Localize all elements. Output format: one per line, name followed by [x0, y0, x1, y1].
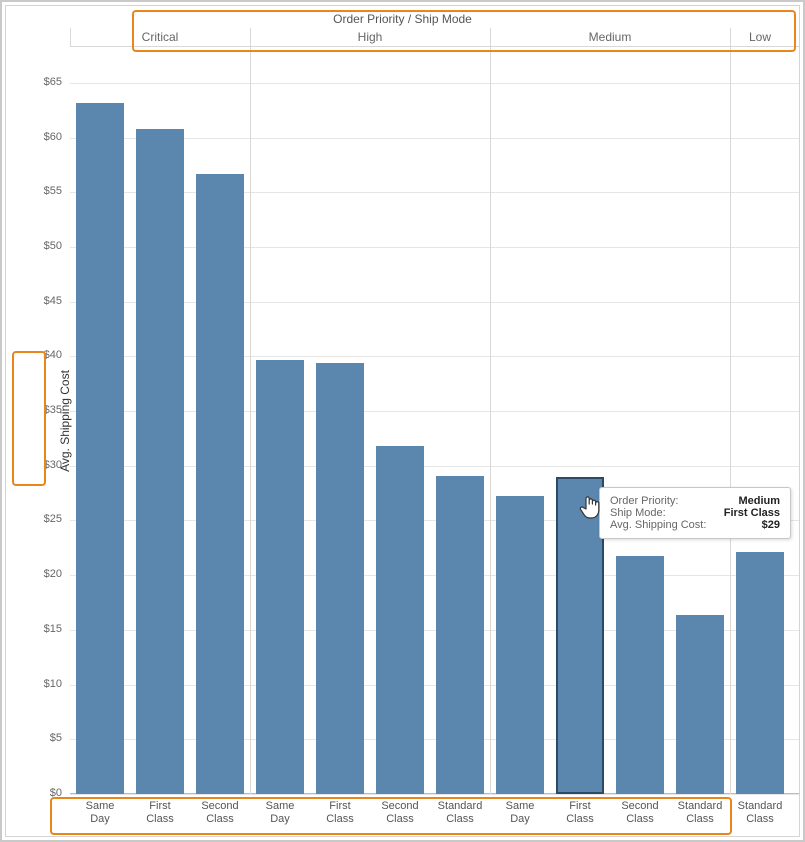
- chart-title: Order Priority / Ship Mode: [6, 12, 799, 26]
- y-tick-label: $45: [6, 295, 62, 307]
- y-tick-label: $10: [6, 678, 62, 690]
- bar[interactable]: [736, 552, 784, 794]
- column-group-label: Low: [730, 30, 790, 44]
- x-tick-label: SameDay: [70, 800, 130, 825]
- y-tick-label: $0: [6, 787, 62, 799]
- bar[interactable]: [376, 446, 424, 794]
- x-tick-label: SecondClass: [370, 800, 430, 825]
- column-group-label: High: [250, 30, 490, 44]
- tooltip: Order Priority: Medium Ship Mode: First …: [599, 487, 791, 539]
- grid-line: [70, 83, 799, 84]
- bar[interactable]: [556, 477, 604, 794]
- x-tick-label: FirstClass: [550, 800, 610, 825]
- tooltip-row: Ship Mode: First Class: [610, 507, 780, 519]
- column-group-label: Medium: [490, 30, 730, 44]
- x-tick-label: SecondClass: [610, 800, 670, 825]
- plot-area: [70, 61, 799, 794]
- y-tick-label: $35: [6, 404, 62, 416]
- y-tick-label: $20: [6, 568, 62, 580]
- tooltip-row: Order Priority: Medium: [610, 495, 780, 507]
- y-tick-label: $5: [6, 732, 62, 744]
- x-tick-label: SecondClass: [190, 800, 250, 825]
- y-tick-label: $55: [6, 185, 62, 197]
- bar[interactable]: [196, 174, 244, 794]
- column-group-label: Critical: [70, 30, 250, 44]
- header-divider: [70, 46, 799, 47]
- chart-frame: Order Priority / Ship Mode Avg. Shipping…: [0, 0, 805, 842]
- x-tick-label: SameDay: [490, 800, 550, 825]
- tooltip-row: Avg. Shipping Cost: $29: [610, 519, 780, 531]
- bar[interactable]: [316, 363, 364, 794]
- y-tick-label: $65: [6, 76, 62, 88]
- tooltip-value: $29: [762, 519, 780, 531]
- y-tick-label: $50: [6, 240, 62, 252]
- tooltip-value: Medium: [738, 495, 780, 507]
- bar[interactable]: [256, 360, 304, 794]
- column-separator: [250, 28, 251, 794]
- bar[interactable]: [496, 496, 544, 794]
- y-tick-label: $60: [6, 131, 62, 143]
- bar[interactable]: [616, 556, 664, 794]
- x-tick-label: FirstClass: [310, 800, 370, 825]
- bar[interactable]: [136, 129, 184, 794]
- column-separator: [730, 28, 731, 794]
- x-tick-label: StandardClass: [670, 800, 730, 825]
- y-tick-label: $25: [6, 513, 62, 525]
- chart-inner: Order Priority / Ship Mode Avg. Shipping…: [5, 5, 800, 837]
- y-tick-label: $15: [6, 623, 62, 635]
- tooltip-value: First Class: [724, 507, 780, 519]
- tooltip-label: Ship Mode:: [610, 507, 666, 519]
- tooltip-label: Avg. Shipping Cost:: [610, 519, 706, 531]
- x-tick-label: StandardClass: [430, 800, 490, 825]
- tooltip-label: Order Priority:: [610, 495, 678, 507]
- x-tick-label: SameDay: [250, 800, 310, 825]
- column-separator: [490, 28, 491, 794]
- grid-line: [70, 794, 799, 795]
- y-tick-label: $30: [6, 459, 62, 471]
- bar[interactable]: [76, 103, 124, 794]
- x-tick-label: FirstClass: [130, 800, 190, 825]
- y-tick-label: $40: [6, 349, 62, 361]
- bar[interactable]: [676, 615, 724, 794]
- bar[interactable]: [436, 476, 484, 794]
- x-tick-label: StandardClass: [730, 800, 790, 825]
